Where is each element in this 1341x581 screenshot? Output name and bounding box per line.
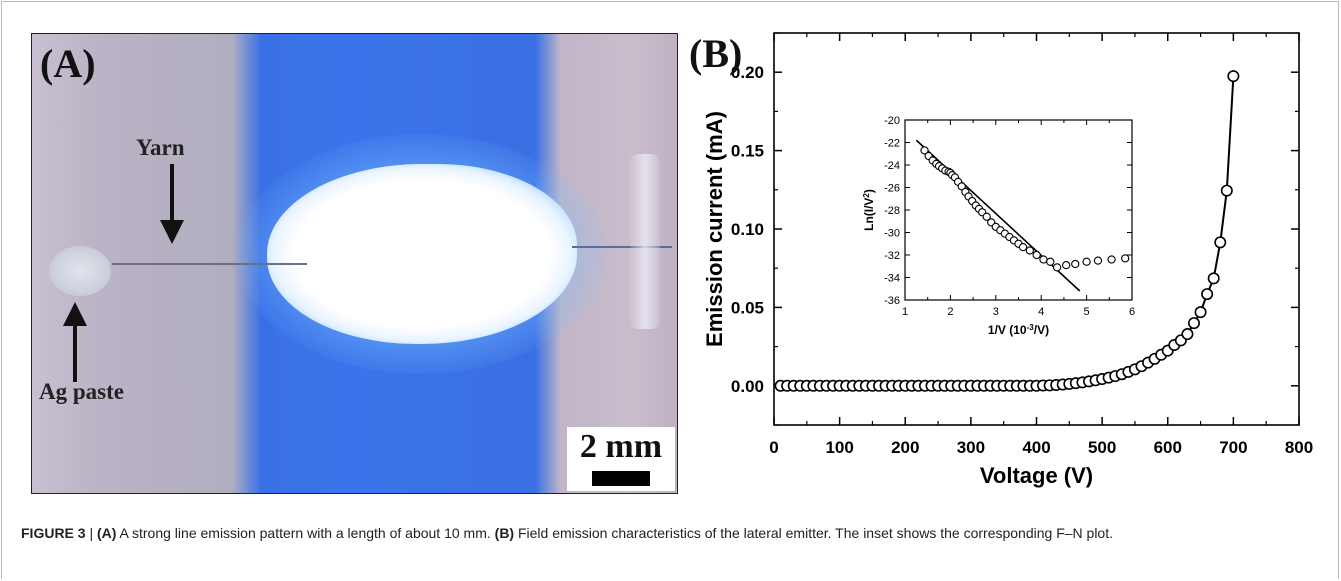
inset-y-tick-label: -36 (884, 295, 900, 307)
inset-data-point (1018, 242, 1028, 252)
y-tick-label: 0.00 (731, 377, 764, 396)
scale-label: 2 mm (579, 428, 663, 465)
x-tick-label: 300 (957, 438, 985, 457)
yarn-arrow-icon (160, 164, 184, 244)
data-point (1227, 70, 1240, 83)
inset-data-point (1062, 260, 1071, 270)
data-point (1201, 288, 1214, 301)
x-tick-label: 700 (1219, 438, 1247, 457)
caption-a-text: A strong line emission pattern with a le… (116, 525, 495, 541)
x-tick-label: 800 (1285, 438, 1313, 457)
inset-y-tick-label: -22 (884, 138, 900, 150)
caption-b-text: Field emission characteristics of the la… (514, 525, 1113, 541)
inset-data-point (1046, 257, 1055, 266)
inset-data-point (1093, 256, 1103, 265)
inset-frame (904, 119, 1133, 301)
electrode-edge (630, 154, 660, 329)
inset-y-tick-label: -30 (884, 228, 900, 240)
x-tick-label: 600 (1154, 438, 1182, 457)
ag-paste-label: Ag paste (39, 379, 124, 404)
x-tick-label: 400 (1022, 438, 1050, 457)
inset-y-tick-label: -32 (884, 250, 900, 262)
inset-data-point (1107, 255, 1116, 264)
inset-data-point (1039, 255, 1048, 264)
paste-arrow-icon (63, 302, 87, 382)
y-axis-label: Emission current (mA) (702, 111, 727, 347)
inset-data-point (982, 212, 991, 221)
data-point (1214, 236, 1227, 249)
inset-x-tick-label: 6 (1129, 306, 1135, 318)
inset-data-point (1082, 257, 1091, 266)
inset-x-axis-label: 1/V (10-3/V) (988, 323, 1049, 338)
inset-data-point (1071, 259, 1080, 269)
caption-label: FIGURE 3 (21, 525, 86, 541)
ag-paste-dot (49, 246, 111, 296)
caption-a-tag: (A) (97, 525, 117, 541)
caption-sep: | (85, 525, 97, 541)
y-tick-label: 0.05 (731, 298, 764, 317)
emission-glow (267, 164, 577, 344)
inset-x-tick-label: 5 (1084, 306, 1090, 318)
plot-frame (773, 32, 1300, 426)
yarn-fiber-right (572, 246, 672, 248)
inset-x-tick-label: 1 (902, 306, 908, 318)
data-point (1194, 306, 1207, 319)
data-point (1207, 272, 1220, 285)
yarn-label: Yarn (136, 135, 185, 160)
x-tick-label: 500 (1088, 438, 1116, 457)
inset-y-axis-label: Ln(I/V2) (862, 189, 877, 231)
x-tick-label: 0 (769, 438, 778, 457)
scale-box: 2 mm (567, 427, 675, 491)
y-tick-label: 0.20 (731, 63, 764, 82)
inset-y-tick-label: -28 (884, 205, 900, 217)
data-point (1220, 184, 1233, 197)
inset-y-tick-label: -34 (884, 273, 900, 285)
data-point (1188, 317, 1201, 330)
inset-data-point (1032, 250, 1041, 260)
yarn-fiber (112, 263, 307, 265)
panel-label-a: (A) (40, 41, 96, 86)
inset-data-point (920, 146, 929, 155)
emission-chart: 0 100 200 300 400 500 600 700 800 0.00 0.05 0.10 0.1… (702, 32, 1313, 488)
scale-bar (592, 471, 650, 486)
inset-data-point (1121, 254, 1130, 263)
y-tick-label: 0.10 (731, 220, 764, 239)
inset-x-tick-label: 2 (947, 306, 953, 318)
inset-y-tick-label: -24 (884, 160, 900, 172)
inset-y-tick-label: -26 (884, 183, 900, 195)
inset-y-tick-label: -20 (884, 115, 900, 127)
inset-data-point (1025, 246, 1034, 255)
inset-x-tick-label: 3 (993, 306, 999, 318)
inset-data-point (957, 182, 966, 191)
x-tick-label: 200 (891, 438, 919, 457)
inset-data-point (1052, 263, 1062, 272)
data-point (1181, 328, 1194, 341)
caption-b-tag: (B) (494, 525, 515, 541)
x-axis-label: Voltage (V) (980, 463, 1093, 488)
emission-photo: (A) Yarn Ag paste 2 mm (31, 33, 678, 494)
inset-x-tick-label: 4 (1038, 306, 1044, 318)
figure-caption: FIGURE 3 | (A) A strong line emission pa… (21, 522, 1321, 544)
panel-label-b: (B) (689, 31, 743, 76)
x-tick-label: 100 (825, 438, 853, 457)
y-tick-label: 0.15 (731, 142, 764, 161)
